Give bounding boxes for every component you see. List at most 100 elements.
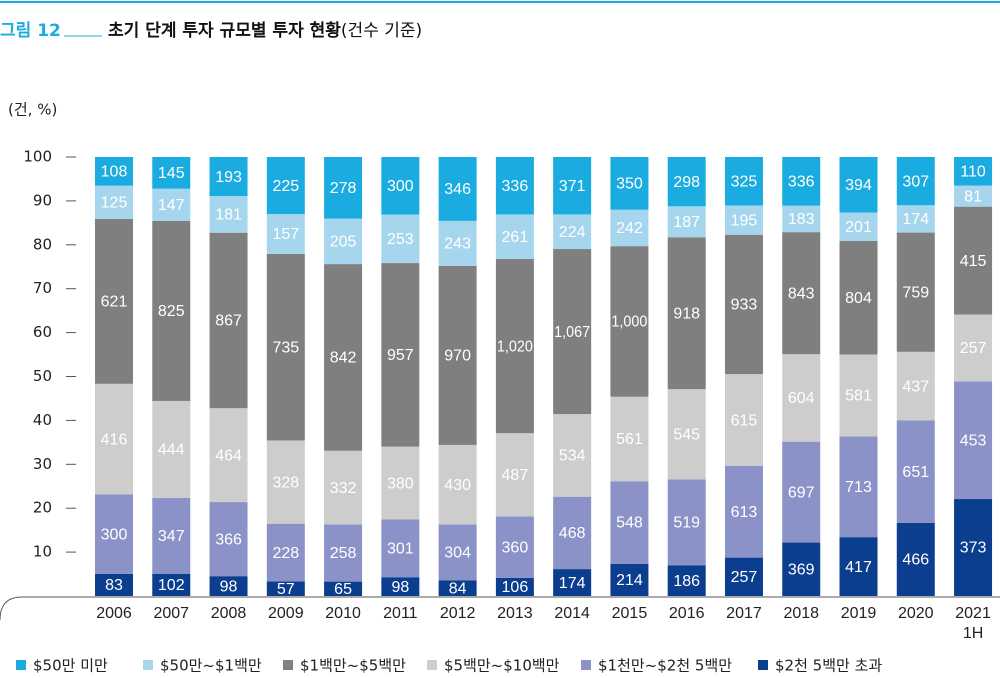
bar-segment [438, 444, 477, 525]
data-label: 225 [272, 178, 299, 195]
bar-segment [152, 157, 191, 189]
data-label: 301 [387, 541, 414, 558]
data-label: 201 [845, 219, 872, 236]
data-label: 193 [215, 169, 242, 186]
bar-segment [495, 433, 534, 517]
legend-label: $5백만~$10백만 [444, 657, 560, 675]
x-tick-label: 2013 [497, 605, 533, 622]
bar-segment [438, 265, 477, 445]
x-tick-label: 2014 [554, 605, 590, 622]
data-label: 65 [334, 581, 352, 598]
data-label: 468 [559, 525, 586, 542]
data-label: 735 [272, 339, 299, 356]
data-label: 183 [788, 211, 815, 228]
bar-segment [839, 212, 878, 241]
bar-segment [438, 580, 477, 596]
data-label: 57 [277, 581, 295, 598]
bar-segment [266, 440, 305, 524]
title-note: (건수 기준) [341, 21, 422, 41]
bar-segment [896, 420, 935, 523]
legend-swatch [758, 660, 768, 670]
bar-segment [553, 249, 592, 415]
data-label: 697 [788, 484, 815, 501]
bar-segment [610, 209, 649, 247]
bar-segment [438, 157, 477, 221]
bar-segment [95, 185, 133, 219]
data-label: 336 [788, 174, 815, 191]
data-label: 304 [444, 545, 471, 562]
y-tick-label: 90 [33, 191, 52, 209]
data-label: 545 [673, 426, 700, 443]
data-label: 214 [616, 572, 643, 589]
bar-segment [896, 351, 935, 421]
x-tick-label: 2009 [268, 605, 304, 622]
x-tick-label: 2018 [783, 605, 820, 622]
bar-segment [610, 157, 649, 210]
data-label: 174 [559, 575, 586, 592]
data-label: 195 [731, 212, 758, 229]
bar-segment [438, 220, 477, 266]
y-tick-label: 100 [23, 148, 52, 166]
x-tick-label: 2016 [668, 605, 705, 622]
bar-segment [782, 354, 821, 442]
legend-label: $1천만~$2천 5백만 [598, 657, 732, 675]
data-label: 1,000 [611, 314, 647, 331]
bar-segment [495, 157, 534, 215]
x-tick-label: 2019 [840, 605, 877, 622]
data-label: 110 [960, 164, 986, 181]
data-label: 970 [444, 348, 471, 365]
bar-segment [209, 157, 248, 197]
bar-segment [724, 374, 763, 467]
data-label: 278 [330, 180, 357, 197]
x-tick-label: 2015 [611, 605, 648, 622]
y-tick-label: 30 [33, 455, 52, 473]
bar-segment [152, 220, 191, 401]
bar-segment [954, 185, 993, 207]
bar-segment [954, 206, 993, 315]
bar-segment [610, 563, 649, 596]
bar-segment [954, 381, 993, 500]
data-label: 83 [105, 577, 123, 594]
bar-segment [954, 157, 993, 186]
data-label: 534 [559, 448, 586, 465]
data-label: 561 [616, 431, 643, 448]
data-label: 253 [387, 231, 414, 248]
bar-segment [724, 234, 763, 375]
data-label: 581 [845, 388, 872, 405]
data-label: 464 [215, 447, 242, 464]
bar-segment [209, 408, 248, 503]
figure-label: 그림 12 [0, 21, 61, 41]
data-label: 651 [902, 464, 929, 481]
data-label: 843 [788, 285, 815, 302]
data-label: 125 [101, 194, 128, 211]
bar-segment [381, 446, 420, 520]
data-label: 804 [845, 290, 872, 307]
data-label: 371 [559, 178, 586, 195]
bar-segment [95, 573, 133, 596]
bar-segment [553, 157, 592, 215]
data-label: 346 [444, 181, 471, 198]
bar-segment [553, 496, 592, 570]
bar-segment [324, 157, 363, 219]
data-label: 621 [101, 294, 128, 311]
data-label: 84 [449, 580, 467, 597]
data-label: 430 [444, 477, 471, 494]
bar-segment [667, 389, 706, 480]
x-tick-label: 2011 [383, 605, 418, 622]
bar-segment [95, 157, 133, 186]
bar-segment [209, 196, 248, 233]
data-label: 102 [158, 577, 185, 594]
title-main: 초기 단계 투자 규모별 투자 현황 [108, 21, 341, 41]
bar-segment [266, 523, 305, 582]
data-label: 81 [964, 188, 982, 205]
x-tick-label: 2020 [897, 605, 934, 622]
y-axis-label: (건, %) [8, 101, 57, 119]
data-label: 466 [902, 552, 929, 569]
bar-segment [495, 258, 534, 434]
data-label: 1,067 [554, 324, 590, 341]
legend-label: $50만 미만 [33, 657, 108, 675]
data-label: 416 [101, 431, 128, 448]
data-label: 174 [902, 211, 929, 228]
bar-segment [896, 522, 935, 596]
